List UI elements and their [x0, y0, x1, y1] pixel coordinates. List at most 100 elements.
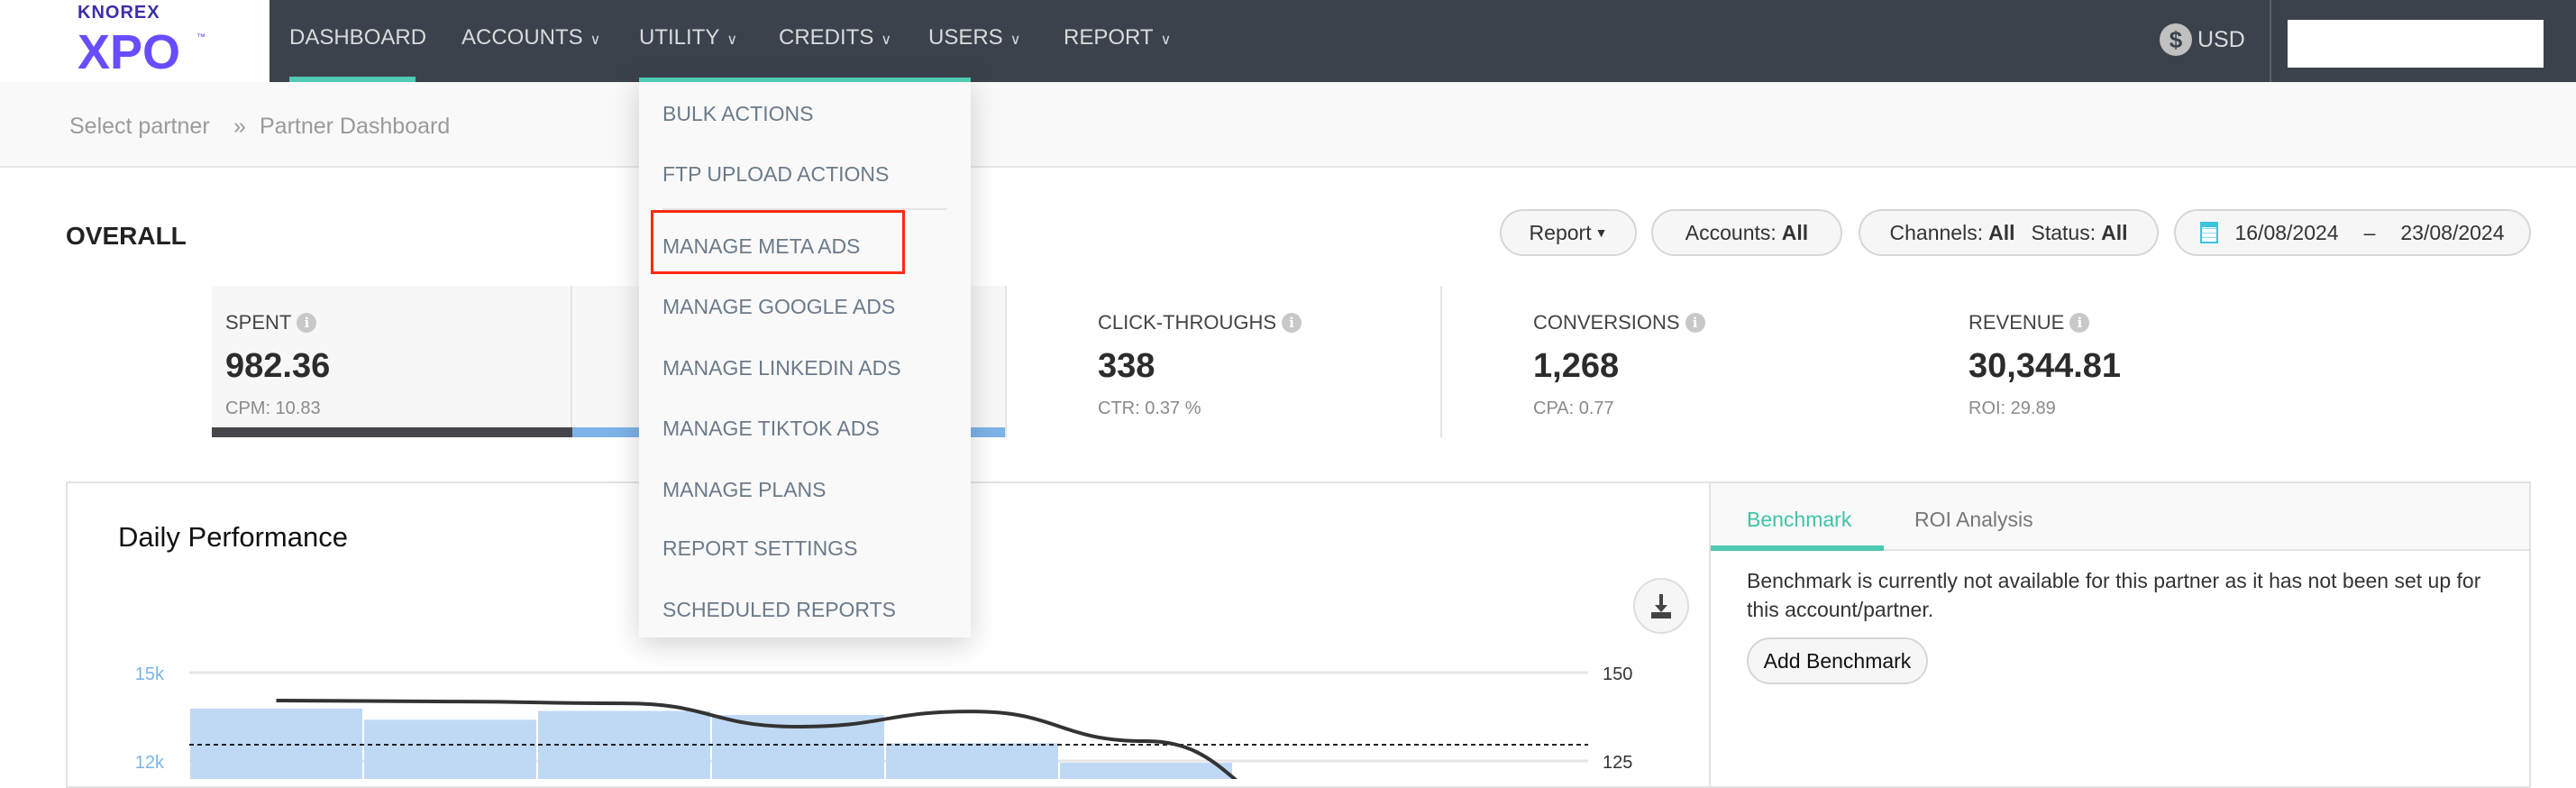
breadcrumb-select-partner[interactable]: Select partner [69, 114, 210, 139]
download-button[interactable] [1633, 578, 1689, 634]
date-from: 16/08/2024 [2234, 220, 2339, 244]
menu-item-bulk-actions[interactable]: BULK ACTIONS [662, 102, 814, 125]
utility-dropdown-menu: BULK ACTIONS FTP UPLOAD ACTIONS MANAGE M… [639, 78, 971, 637]
menu-item-manage-tiktok-ads[interactable]: MANAGE TIKTOK ADS [662, 417, 880, 440]
bar [1060, 762, 1232, 779]
divider [2270, 0, 2271, 82]
bar [886, 743, 1058, 779]
kpi-card-conversions[interactable]: CONVERSIONS i 1,268 CPA: 0.77 [1442, 286, 1878, 437]
chevron-down-icon: ∨ [1160, 32, 1172, 48]
menu-item-manage-linkedin-ads[interactable]: MANAGE LINKEDIN ADS [662, 356, 901, 380]
channels-status-filter[interactable]: Channels: All Status: All [1859, 209, 2159, 256]
breadcrumb [0, 82, 2576, 168]
benchmark-message: Benchmark is currently not available for… [1747, 569, 2481, 621]
bar [364, 719, 536, 779]
accounts-label: Accounts: [1685, 220, 1777, 244]
menu-item-manage-google-ads[interactable]: MANAGE GOOGLE ADS [662, 295, 896, 318]
channels-label: Channels: [1889, 220, 1984, 244]
active-tab-indicator [1711, 545, 1884, 551]
accounts-value: All [1781, 220, 1809, 244]
date-range-picker[interactable]: 16/08/2024 – 23/08/2024 [2174, 209, 2531, 256]
logo-tm: ™ [196, 32, 206, 42]
nav-label: ACCOUNTS [461, 25, 583, 50]
nav-label: REPORT [1064, 25, 1154, 50]
kpi-sub: ROI: 29.89 [1969, 399, 2056, 418]
nav-dashboard[interactable]: DASHBOARD [289, 0, 426, 82]
menu-item-manage-meta-ads[interactable]: MANAGE META ADS [662, 234, 861, 258]
nav-credits[interactable]: CREDITS ∨ [779, 0, 891, 82]
kpi-value: 30,344.81 [1969, 347, 2122, 385]
nav-accounts[interactable]: ACCOUNTS ∨ [461, 0, 600, 82]
right-axis-tick: 150 [1603, 664, 1632, 684]
kpi-label: REVENUE [1969, 311, 2065, 334]
chevron-down-icon: ∨ [1009, 32, 1021, 48]
nav-label: DASHBOARD [289, 25, 427, 50]
accounts-filter[interactable]: Accounts: All [1651, 209, 1842, 256]
nav-label: CREDITS [779, 25, 874, 50]
kpi-label: SPENT [225, 311, 292, 334]
kpi-card-spent[interactable]: SPENT i 982.36 CPM: 10.83 [212, 286, 572, 437]
download-icon [1651, 594, 1671, 618]
date-to: 23/08/2024 [2400, 220, 2505, 244]
date-separator: – [2363, 220, 2376, 244]
currency-label[interactable]: USD [2197, 27, 2245, 52]
status-label: Status: [2031, 220, 2096, 244]
info-icon[interactable]: i [1282, 313, 1302, 333]
left-axis-tick: 15k [135, 664, 165, 684]
overall-title: OVERALL [66, 222, 187, 250]
chevron-down-icon: ∨ [589, 32, 601, 48]
nav-utility[interactable]: UTILITY ∨ [639, 0, 737, 82]
account-search-box[interactable] [2288, 20, 2544, 68]
menu-divider [662, 208, 947, 210]
kpi-value: 1,268 [1533, 347, 1620, 385]
add-benchmark-button[interactable]: Add Benchmark [1747, 637, 1928, 684]
channels-value: All [1988, 220, 2015, 244]
kpi-card-revenue[interactable]: REVENUE i 30,344.81 ROI: 29.89 [1878, 286, 2315, 437]
kpi-label: CONVERSIONS [1533, 311, 1680, 334]
dollar-circle-icon[interactable]: $ [2160, 23, 2192, 56]
kpi-value: 338 [1098, 347, 1156, 385]
kpi-sub: CTR: 0.37 % [1098, 399, 1201, 418]
bar [190, 708, 362, 779]
chevron-down-icon: ∨ [881, 32, 892, 48]
daily-performance-title: Daily Performance [118, 521, 348, 553]
kpi-sub: CPA: 0.77 [1533, 399, 1614, 418]
highlight-box [651, 210, 905, 274]
logo-xpo: XPO [78, 25, 181, 79]
info-icon[interactable]: i [297, 313, 317, 333]
info-icon[interactable]: i [2069, 313, 2090, 333]
menu-item-manage-plans[interactable]: MANAGE PLANS [662, 478, 827, 501]
info-icon[interactable]: i [1685, 313, 1705, 333]
nav-label: USERS [928, 25, 1003, 50]
menu-item-ftp-upload-actions[interactable]: FTP UPLOAD ACTIONS [662, 162, 890, 186]
top-nav [0, 0, 2576, 82]
left-axis-tick: 12k [135, 753, 165, 773]
right-axis-tick: 125 [1603, 753, 1632, 773]
benchmark-panel: Benchmark ROI Analysis Benchmark is curr… [1709, 481, 2531, 788]
breadcrumb-separator: » [233, 114, 246, 139]
nav-users[interactable]: USERS ∨ [928, 0, 1020, 82]
report-label: Report [1529, 220, 1592, 244]
tab-roi-analysis[interactable]: ROI Analysis [1914, 508, 2033, 531]
kpi-value: 982.36 [225, 347, 331, 385]
status-value: All [2101, 220, 2128, 244]
benchmark-tabs: Benchmark ROI Analysis [1711, 483, 2529, 551]
report-dropdown[interactable]: Report ▼ [1500, 209, 1637, 256]
menu-item-scheduled-reports[interactable]: SCHEDULED REPORTS [662, 598, 897, 621]
kpi-active-bar [212, 427, 572, 437]
logo[interactable]: KNOREX XPO ™ [0, 0, 269, 82]
kpi-card-click-throughs[interactable]: CLICK-THROUGHS i 338 CTR: 0.37 % [1007, 286, 1442, 437]
active-tab-indicator [289, 77, 416, 82]
kpi-sub: CPM: 10.83 [225, 399, 321, 418]
calendar-icon [2200, 222, 2219, 243]
series-line [276, 698, 1238, 779]
menu-item-report-settings[interactable]: REPORT SETTINGS [662, 536, 858, 560]
logo-knorex: KNOREX [78, 3, 160, 23]
kpi-label: CLICK-THROUGHS [1098, 311, 1277, 334]
chevron-down-icon: ∨ [726, 32, 738, 48]
nav-label: UTILITY [639, 25, 720, 50]
breadcrumb-current: Partner Dashboard [260, 114, 451, 139]
nav-report[interactable]: REPORT ∨ [1064, 0, 1171, 82]
tab-benchmark[interactable]: Benchmark [1747, 508, 1852, 531]
